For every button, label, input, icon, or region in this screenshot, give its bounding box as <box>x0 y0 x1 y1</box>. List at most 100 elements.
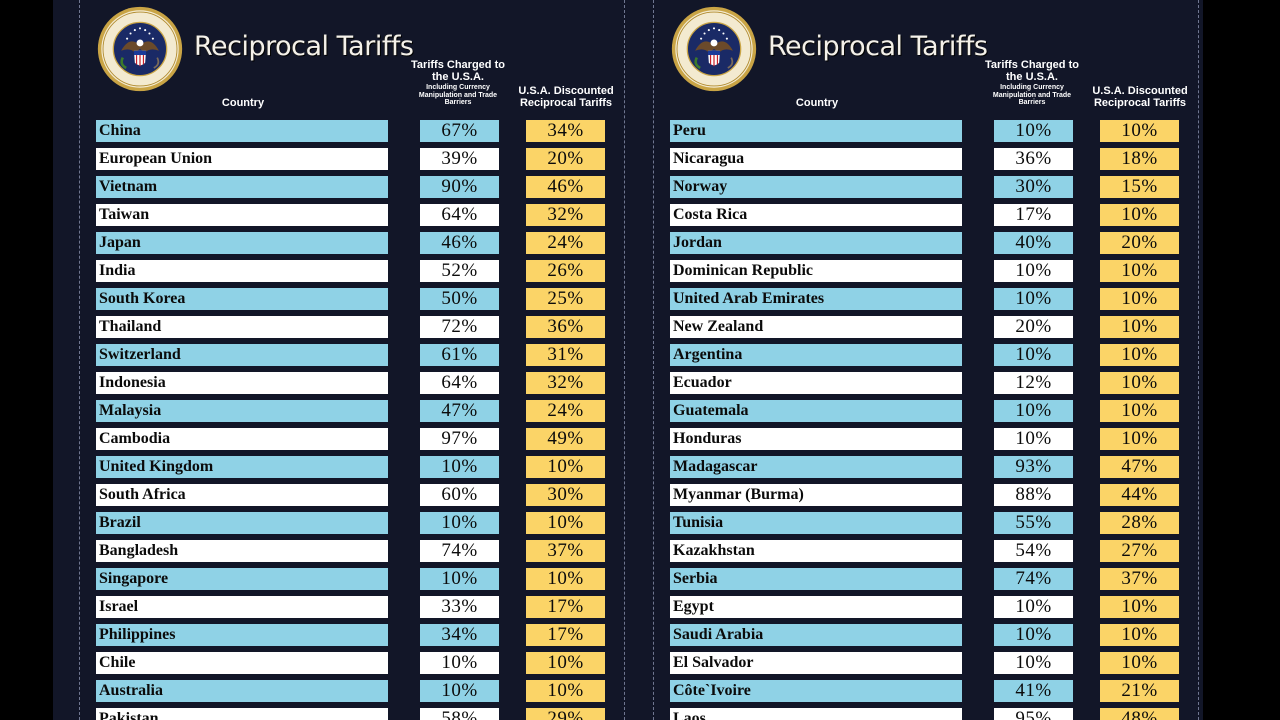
discounted-cell: 10% <box>1100 120 1179 142</box>
discounted-cell: 10% <box>526 652 605 674</box>
charged-cell: 58% <box>420 708 499 720</box>
table-row: Vietnam 90% 46% <box>53 175 629 203</box>
discounted-column-header: U.S.A. Discounted Reciprocal Tariffs <box>518 85 614 110</box>
country-cell: El Salvador <box>670 652 962 674</box>
table-row: Peru 10% 10% <box>627 119 1203 147</box>
table-row: Tunisia 55% 28% <box>627 511 1203 539</box>
country-cell: Argentina <box>670 344 962 366</box>
country-cell: Chile <box>96 652 388 674</box>
country-cell: Kazakhstan <box>670 540 962 562</box>
discounted-cell: 49% <box>526 428 605 450</box>
charged-header-subtitle: Including Currency Manipulation and Trad… <box>992 84 1072 106</box>
charged-cell: 95% <box>994 708 1073 720</box>
table-row: Guatemala 10% 10% <box>627 399 1203 427</box>
discounted-cell: 34% <box>526 120 605 142</box>
table-row: Pakistan 58% 29% <box>53 707 629 720</box>
discounted-cell: 15% <box>1100 176 1179 198</box>
table-row: Laos 95% 48% <box>627 707 1203 720</box>
table-row: New Zealand 20% 10% <box>627 315 1203 343</box>
charged-cell: 10% <box>994 120 1073 142</box>
charged-header-title: Tariffs Charged to the U.S.A. <box>411 59 505 84</box>
charged-cell: 74% <box>994 568 1073 590</box>
discounted-column-header: U.S.A. Discounted Reciprocal Tariffs <box>1092 85 1188 110</box>
country-cell: Thailand <box>96 316 388 338</box>
charged-cell: 72% <box>420 316 499 338</box>
discounted-cell: 28% <box>1100 512 1179 534</box>
discounted-cell: 48% <box>1100 708 1179 720</box>
table-row: China 67% 34% <box>53 119 629 147</box>
country-cell: Brazil <box>96 512 388 534</box>
charged-column-header: Tariffs Charged to the U.S.A. Including … <box>408 59 508 106</box>
discounted-cell: 10% <box>1100 400 1179 422</box>
country-cell: Pakistan <box>96 708 388 720</box>
page-title: Reciprocal Tariffs <box>768 31 988 62</box>
table-row: Taiwan 64% 32% <box>53 203 629 231</box>
charged-cell: 30% <box>994 176 1073 198</box>
country-cell: Nicaragua <box>670 148 962 170</box>
charged-cell: 41% <box>994 680 1073 702</box>
country-column-header: Country <box>221 97 265 109</box>
country-cell: Ecuador <box>670 372 962 394</box>
discounted-cell: 36% <box>526 316 605 338</box>
discounted-cell: 10% <box>1100 288 1179 310</box>
charged-cell: 97% <box>420 428 499 450</box>
country-cell: Costa Rica <box>670 204 962 226</box>
country-cell: Japan <box>96 232 388 254</box>
tariff-panel-right: Reciprocal Tariffs Country Tariffs Charg… <box>627 0 1203 720</box>
country-cell: Côte`Ivoire <box>670 680 962 702</box>
table-row: Norway 30% 15% <box>627 175 1203 203</box>
charged-cell: 90% <box>420 176 499 198</box>
country-cell: Dominican Republic <box>670 260 962 282</box>
table-row: El Salvador 10% 10% <box>627 651 1203 679</box>
charged-cell: 67% <box>420 120 499 142</box>
discounted-cell: 26% <box>526 260 605 282</box>
charged-header-title: Tariffs Charged to the U.S.A. <box>985 59 1079 84</box>
charged-cell: 10% <box>420 652 499 674</box>
table-row: Costa Rica 17% 10% <box>627 203 1203 231</box>
presidential-seal-icon <box>671 6 757 92</box>
country-cell: Guatemala <box>670 400 962 422</box>
discounted-cell: 46% <box>526 176 605 198</box>
charged-cell: 61% <box>420 344 499 366</box>
table-row: Singapore 10% 10% <box>53 567 629 595</box>
table-row: Brazil 10% 10% <box>53 511 629 539</box>
discounted-cell: 10% <box>526 456 605 478</box>
country-cell: Myanmar (Burma) <box>670 484 962 506</box>
country-cell: Vietnam <box>96 176 388 198</box>
discounted-cell: 10% <box>526 512 605 534</box>
table-row: Côte`Ivoire 41% 21% <box>627 679 1203 707</box>
country-cell: Singapore <box>96 568 388 590</box>
charged-cell: 12% <box>994 372 1073 394</box>
charged-cell: 46% <box>420 232 499 254</box>
table-row: Argentina 10% 10% <box>627 343 1203 371</box>
table-row: Jordan 40% 20% <box>627 231 1203 259</box>
discounted-cell: 37% <box>526 540 605 562</box>
country-cell: New Zealand <box>670 316 962 338</box>
charged-cell: 10% <box>420 680 499 702</box>
table-row: European Union 39% 20% <box>53 147 629 175</box>
table-row: Egypt 10% 10% <box>627 595 1203 623</box>
charged-cell: 54% <box>994 540 1073 562</box>
charged-cell: 64% <box>420 372 499 394</box>
discounted-cell: 44% <box>1100 484 1179 506</box>
charged-cell: 47% <box>420 400 499 422</box>
discounted-cell: 10% <box>1100 316 1179 338</box>
table-row: Saudi Arabia 10% 10% <box>627 623 1203 651</box>
charged-cell: 10% <box>420 456 499 478</box>
discounted-cell: 18% <box>1100 148 1179 170</box>
charged-header-subtitle: Including Currency Manipulation and Trad… <box>418 84 498 106</box>
country-cell: United Arab Emirates <box>670 288 962 310</box>
table-row: Cambodia 97% 49% <box>53 427 629 455</box>
tariff-panel-left: Reciprocal Tariffs Country Tariffs Charg… <box>53 0 629 720</box>
charged-cell: 10% <box>994 288 1073 310</box>
discounted-cell: 10% <box>526 680 605 702</box>
country-cell: Australia <box>96 680 388 702</box>
charged-cell: 10% <box>420 512 499 534</box>
tariff-table-left: China 67% 34% European Union 39% 20% Vietnam… <box>53 119 629 720</box>
table-row: South Korea 50% 25% <box>53 287 629 315</box>
country-cell: Malaysia <box>96 400 388 422</box>
charged-cell: 10% <box>994 596 1073 618</box>
table-row: Serbia 74% 37% <box>627 567 1203 595</box>
discounted-cell: 32% <box>526 204 605 226</box>
country-cell: Laos <box>670 708 962 720</box>
